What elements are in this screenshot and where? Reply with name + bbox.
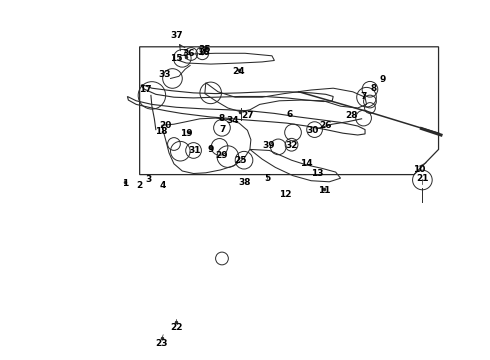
Text: 22: 22 — [170, 323, 183, 332]
Text: 25: 25 — [234, 157, 246, 166]
Text: 21: 21 — [416, 175, 429, 184]
Text: 34: 34 — [226, 116, 239, 125]
Text: 9: 9 — [380, 76, 387, 85]
Text: 27: 27 — [241, 111, 254, 120]
Text: 39: 39 — [262, 141, 275, 150]
Text: 26: 26 — [319, 121, 332, 130]
Text: 24: 24 — [232, 67, 245, 76]
Text: 7: 7 — [360, 92, 367, 101]
Text: 9: 9 — [207, 145, 214, 154]
Text: 2: 2 — [137, 181, 143, 190]
Text: 13: 13 — [311, 169, 324, 178]
Text: 7: 7 — [220, 125, 226, 134]
Text: 16: 16 — [197, 49, 210, 58]
Text: 10: 10 — [413, 165, 425, 174]
Text: 8: 8 — [219, 114, 225, 123]
Text: 18: 18 — [155, 127, 168, 136]
Text: 30: 30 — [306, 126, 319, 135]
Text: 11: 11 — [318, 186, 331, 195]
Text: 4: 4 — [159, 181, 166, 190]
Text: 35: 35 — [198, 45, 211, 54]
Text: 37: 37 — [170, 31, 183, 40]
Text: 23: 23 — [155, 339, 168, 348]
Text: 12: 12 — [279, 190, 292, 199]
Text: 5: 5 — [264, 174, 270, 183]
Text: 33: 33 — [158, 71, 171, 80]
Text: 6: 6 — [287, 110, 293, 119]
Text: 17: 17 — [139, 85, 151, 94]
Text: 19: 19 — [180, 130, 193, 139]
Text: 38: 38 — [239, 179, 251, 188]
Text: 28: 28 — [345, 112, 358, 121]
Text: 32: 32 — [285, 141, 298, 150]
Text: 29: 29 — [216, 151, 228, 160]
Text: 3: 3 — [146, 175, 151, 184]
Text: 8: 8 — [370, 84, 376, 93]
Text: 36: 36 — [182, 49, 195, 58]
Text: 15: 15 — [170, 54, 183, 63]
Text: 20: 20 — [159, 121, 172, 130]
Text: 14: 14 — [300, 159, 313, 168]
Text: 1: 1 — [122, 179, 128, 188]
Text: 31: 31 — [189, 146, 201, 155]
